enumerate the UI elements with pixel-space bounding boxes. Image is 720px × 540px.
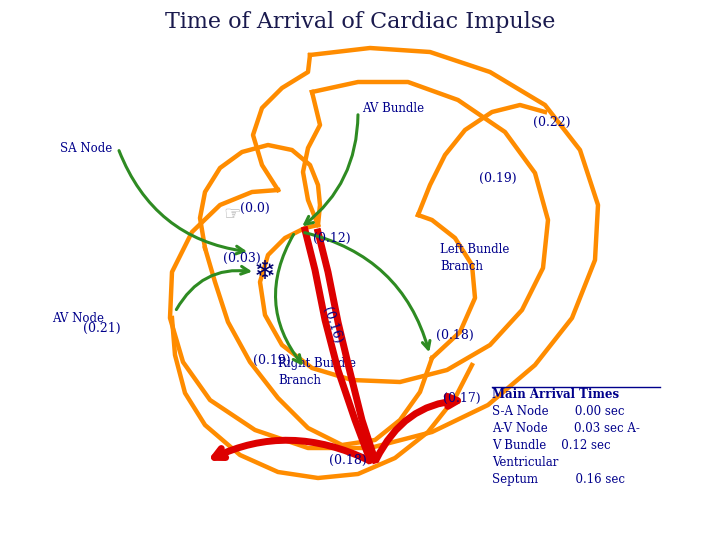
Text: SA Node: SA Node bbox=[60, 141, 112, 154]
Text: Ventricular: Ventricular bbox=[492, 456, 559, 469]
Text: AV Node: AV Node bbox=[52, 312, 104, 325]
Text: (0.16): (0.16) bbox=[320, 305, 344, 345]
Text: (0.0): (0.0) bbox=[240, 201, 270, 214]
Text: Septum          0.16 sec: Septum 0.16 sec bbox=[492, 473, 625, 486]
Text: (0.19): (0.19) bbox=[253, 354, 291, 367]
Text: S-A Node       0.00 sec: S-A Node 0.00 sec bbox=[492, 405, 624, 418]
Text: Left Bundle
Branch: Left Bundle Branch bbox=[440, 243, 509, 273]
Text: (0.03): (0.03) bbox=[223, 252, 261, 265]
Text: Main Arrival Times: Main Arrival Times bbox=[492, 388, 619, 401]
Text: ❄: ❄ bbox=[254, 259, 276, 285]
Text: (0.22): (0.22) bbox=[534, 116, 571, 129]
Text: AV Bundle: AV Bundle bbox=[362, 102, 424, 114]
Text: (0.21): (0.21) bbox=[84, 321, 121, 334]
Text: (0.12): (0.12) bbox=[313, 232, 351, 245]
Text: Time of Arrival of Cardiac Impulse: Time of Arrival of Cardiac Impulse bbox=[165, 11, 555, 33]
Text: (0.18): (0.18) bbox=[329, 454, 367, 467]
Text: Right Bundle
Branch: Right Bundle Branch bbox=[278, 357, 356, 387]
Text: ☞: ☞ bbox=[223, 206, 240, 225]
Text: A-V Node       0.03 sec A-: A-V Node 0.03 sec A- bbox=[492, 422, 640, 435]
Text: V Bundle    0.12 sec: V Bundle 0.12 sec bbox=[492, 439, 611, 452]
Text: (0.19): (0.19) bbox=[480, 172, 517, 185]
Text: (0.18): (0.18) bbox=[436, 328, 474, 341]
Text: (0.17): (0.17) bbox=[444, 392, 481, 404]
